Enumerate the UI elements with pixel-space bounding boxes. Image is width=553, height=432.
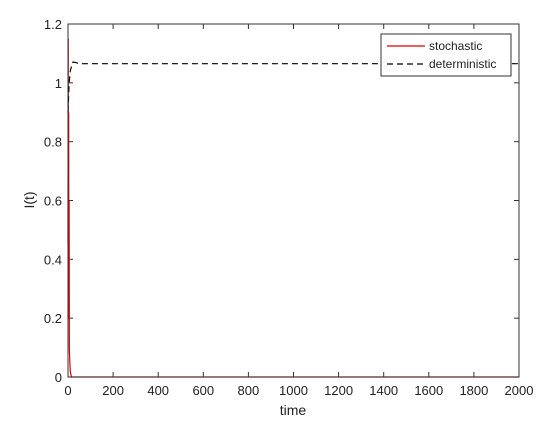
y-axis-label: I(t) [21,191,37,208]
legend-box [380,33,512,77]
x-tick-label: 1400 [369,383,398,398]
x-tick-label: 400 [147,383,169,398]
x-tick-label: 1800 [459,383,488,398]
y-tick-label: 1.2 [44,17,62,32]
x-tick-label: 1600 [414,383,443,398]
series-line [67,61,519,113]
y-tick-label: 0.8 [44,135,62,150]
y-tick-label: 0.4 [44,252,62,267]
y-tick-label: 1 [55,76,62,91]
x-tick-label: 0 [64,383,71,398]
legend: stochastic deterministic [380,33,512,77]
y-tick-label: 0.2 [44,311,62,326]
axes-box [67,23,520,378]
y-tick-label: 0 [55,370,62,385]
x-tick-label: 2000 [505,383,534,398]
legend-label: deterministic [429,57,496,71]
y-tick-label: 0.6 [44,194,62,209]
x-axis-label: time [280,402,307,418]
legend-label: stochastic [429,39,482,53]
x-tick-label: 1000 [279,383,308,398]
x-tick-label: 200 [102,383,124,398]
plot-area [68,24,519,377]
x-tick-label: 800 [238,383,260,398]
x-tick-label: 600 [192,383,214,398]
x-tick-label: 1200 [324,383,353,398]
